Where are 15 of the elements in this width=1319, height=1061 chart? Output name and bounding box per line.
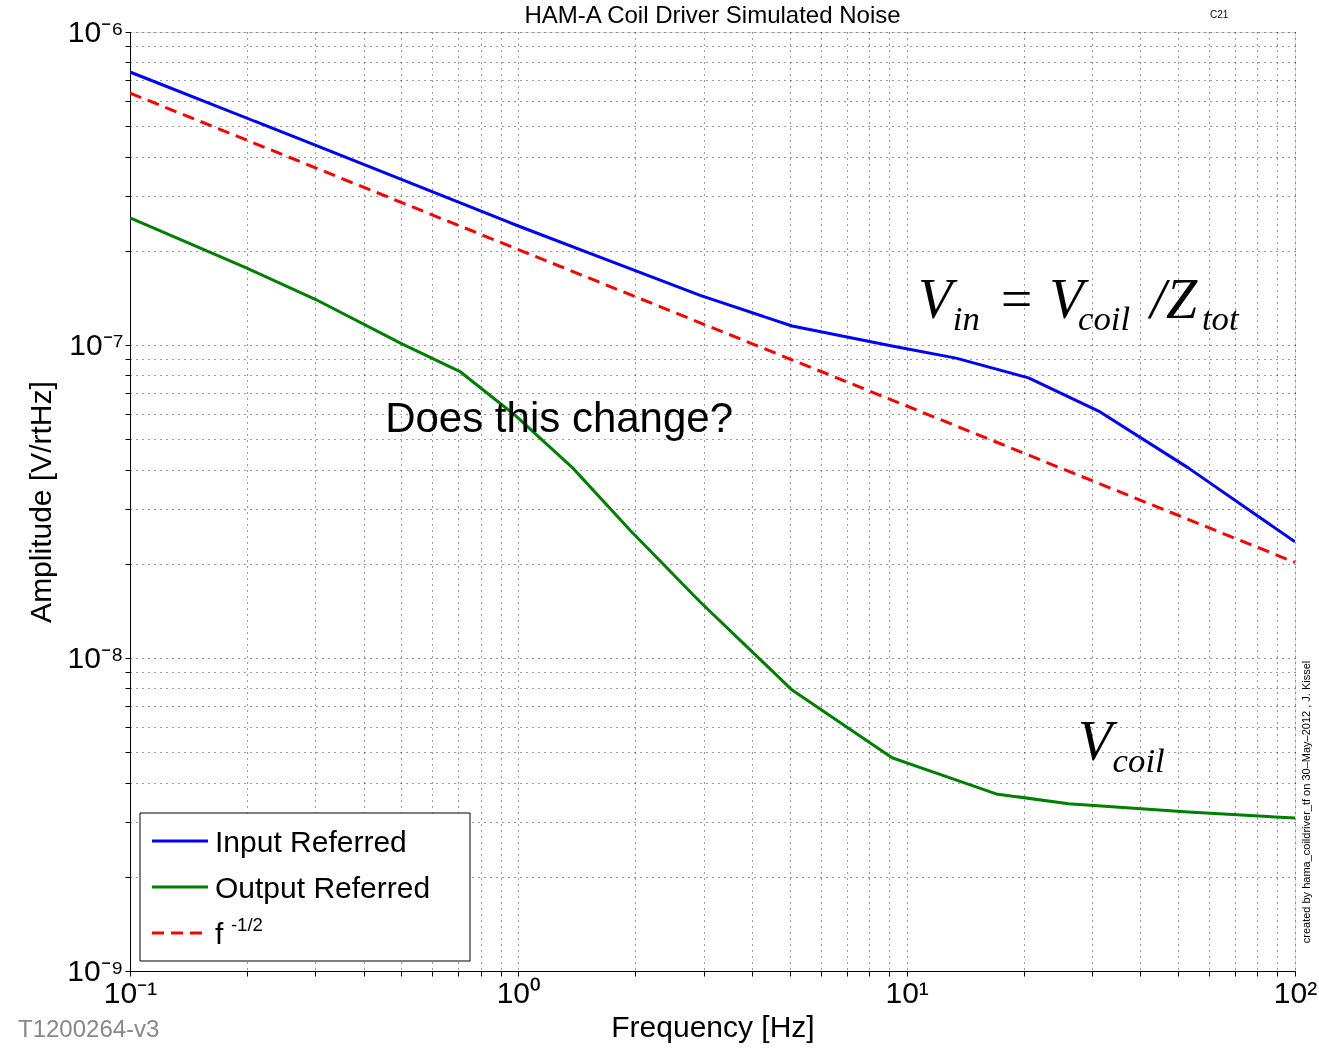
x-tick-label: 10² (1273, 975, 1318, 1009)
legend-label: f-1/2 (215, 914, 263, 950)
x-tick-label: 10¹ (885, 975, 929, 1009)
y-tick-label: 10⁻⁷ (69, 327, 124, 361)
text: created by hama_coildriver_tf on 30–May–2012 , J. Kissel (1300, 660, 1312, 944)
x-axis-title: Frequency [Hz] (611, 1009, 815, 1043)
text: T1200264-v3 (18, 1015, 160, 1042)
legend-label: Output Referred (215, 871, 431, 904)
y-tick-label: 10⁻⁸ (67, 640, 124, 674)
y-tick-label: 10⁻⁶ (67, 14, 124, 48)
text: C21 (1210, 9, 1229, 20)
legend-label: Input Referred (215, 825, 407, 858)
y-axis-title: Amplitude [V/rtHz] (24, 381, 58, 623)
chart-title: HAM-A Coil Driver Simulated Noise (524, 1, 901, 28)
x-tick-label: 10⁰ (496, 975, 542, 1009)
